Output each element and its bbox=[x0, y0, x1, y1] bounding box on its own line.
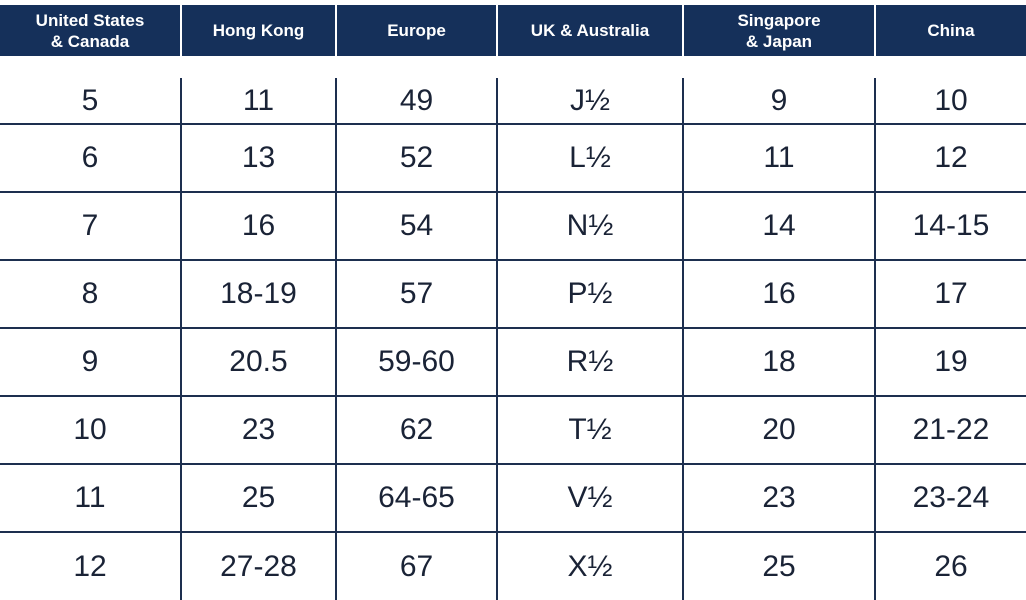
table-cell: 49 bbox=[335, 78, 496, 123]
table-cell: 8 bbox=[81, 277, 99, 310]
table-cell: 18 bbox=[682, 329, 874, 395]
table-cell: 54 bbox=[335, 193, 496, 259]
table-row: 5 11 49 J½ 9 10 bbox=[0, 78, 1026, 125]
table-cell: 9 bbox=[682, 78, 874, 123]
table-cell: 16 bbox=[180, 193, 335, 259]
table-cell: J½ bbox=[496, 78, 682, 123]
table-body: 5 11 49 J½ 9 10 6 13 52 L½ 11 12 7 16 54… bbox=[0, 78, 1026, 600]
table-cell: 62 bbox=[335, 397, 496, 463]
table-cell: N½ bbox=[496, 193, 682, 259]
header-uk-australia: UK & Australia bbox=[496, 5, 682, 56]
table-row: 12 27-28 67 X½ 25 26 bbox=[0, 533, 1026, 600]
table-cell: 21-22 bbox=[874, 397, 1026, 463]
table-cell: R½ bbox=[496, 329, 682, 395]
table-cell: 13 bbox=[180, 125, 335, 191]
table-cell: 16 bbox=[682, 261, 874, 327]
table-row: 7 16 54 N½ 14 14-15 bbox=[0, 193, 1026, 261]
header-hong-kong: Hong Kong bbox=[180, 5, 335, 56]
header-singapore-japan: Singapore & Japan bbox=[682, 5, 874, 56]
table-cell: 9 bbox=[81, 345, 99, 378]
table-row: 9 20.5 59-60 R½ 18 19 bbox=[0, 329, 1026, 397]
table-cell: 14 bbox=[682, 193, 874, 259]
table-cell: 6 bbox=[81, 141, 99, 174]
table-cell: 18-19 bbox=[180, 261, 335, 327]
table-cell: 11 bbox=[180, 78, 335, 123]
table-cell: 20 bbox=[682, 397, 874, 463]
table-cell: 25 bbox=[180, 465, 335, 531]
table-cell: 59-60 bbox=[335, 329, 496, 395]
table-cell: 12 bbox=[874, 125, 1026, 191]
table-cell: 17 bbox=[874, 261, 1026, 327]
table-cell: 67 bbox=[335, 533, 496, 600]
header-europe: Europe bbox=[335, 5, 496, 56]
header-china: China bbox=[874, 5, 1026, 56]
table-cell: 23 bbox=[180, 397, 335, 463]
table-row: 6 13 52 L½ 11 12 bbox=[0, 125, 1026, 193]
table-row: 10 23 62 T½ 20 21-22 bbox=[0, 397, 1026, 465]
table-cell: 12 bbox=[73, 549, 107, 583]
table-header: United States & Canada Hong Kong Europe … bbox=[0, 0, 1026, 56]
table-cell: 10 bbox=[874, 78, 1026, 123]
table-cell: 27-28 bbox=[180, 533, 335, 600]
table-cell: 11 bbox=[682, 125, 874, 191]
table-cell: 19 bbox=[874, 329, 1026, 395]
table-cell: 11 bbox=[74, 481, 106, 514]
table-cell: 10 bbox=[73, 413, 107, 446]
table-cell: 57 bbox=[335, 261, 496, 327]
table-cell: X½ bbox=[496, 533, 682, 600]
table-row: 8 18-19 57 P½ 16 17 bbox=[0, 261, 1026, 329]
table-cell: 5 bbox=[81, 83, 99, 117]
table-cell: 20.5 bbox=[180, 329, 335, 395]
table-cell: 64-65 bbox=[335, 465, 496, 531]
table-cell: L½ bbox=[496, 125, 682, 191]
table-cell: 14-15 bbox=[874, 193, 1026, 259]
table-cell: T½ bbox=[496, 397, 682, 463]
table-cell: 26 bbox=[874, 533, 1026, 600]
table-cell: 52 bbox=[335, 125, 496, 191]
table-cell: 25 bbox=[682, 533, 874, 600]
table-cell: 23-24 bbox=[874, 465, 1026, 531]
table-cell: 7 bbox=[81, 209, 99, 242]
table-cell: V½ bbox=[496, 465, 682, 531]
table-row: 11 25 64-65 V½ 23 23-24 bbox=[0, 465, 1026, 533]
table-cell: 23 bbox=[682, 465, 874, 531]
header-united-states-canada: United States & Canada bbox=[0, 5, 180, 56]
table-cell: P½ bbox=[496, 261, 682, 327]
